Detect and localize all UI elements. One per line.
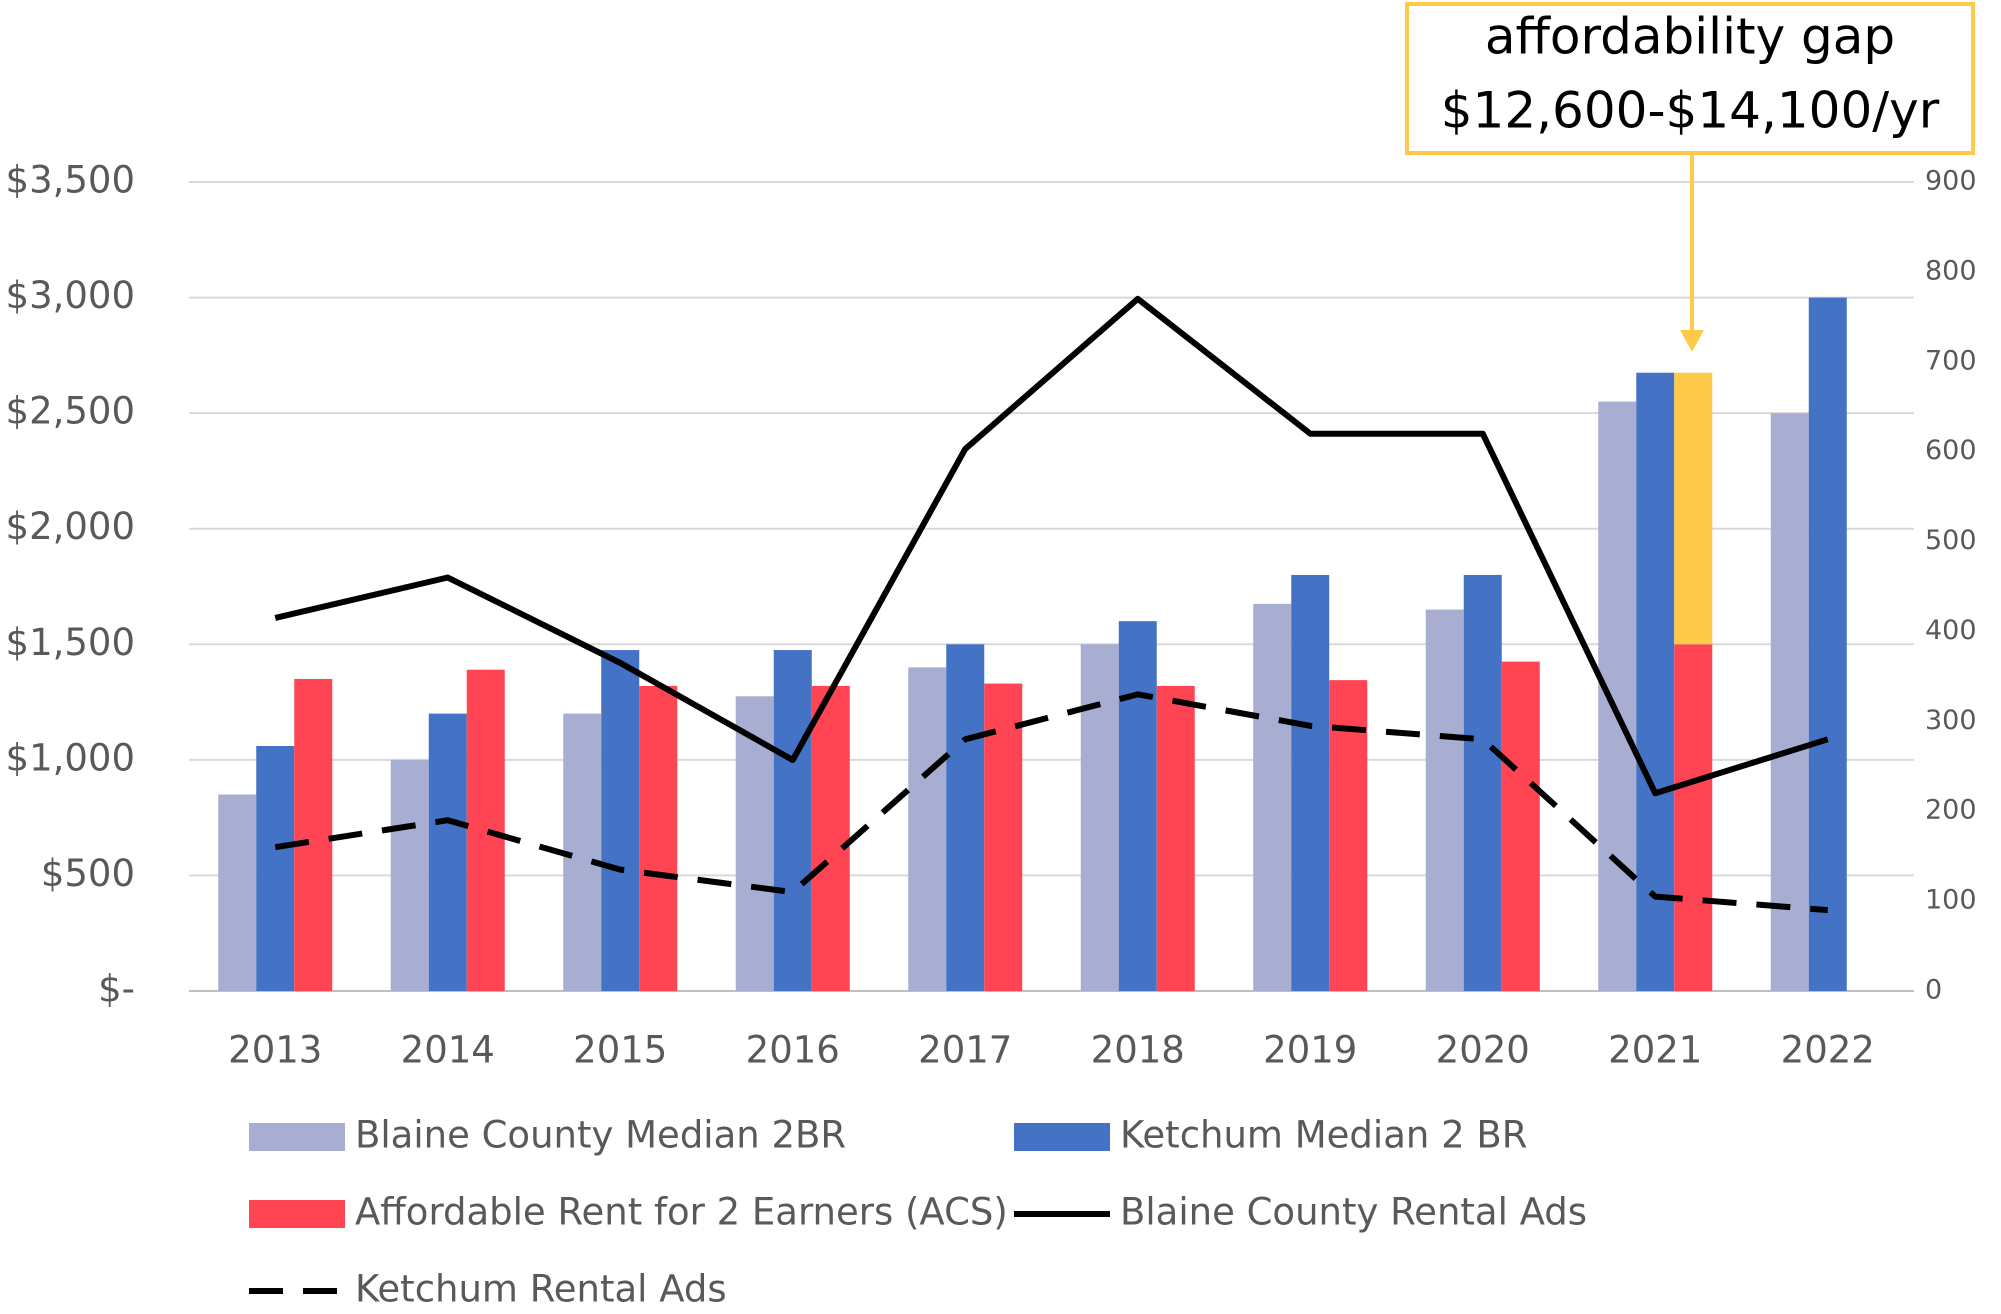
legend-label: Ketchum Rental Ads xyxy=(355,1268,727,1311)
bar xyxy=(1118,621,1157,991)
bar xyxy=(1156,685,1195,991)
bar xyxy=(1770,413,1809,992)
annotation-text: affordability gap xyxy=(1485,8,1895,66)
gap-bar xyxy=(1674,372,1713,645)
bar xyxy=(1674,644,1713,991)
legend-label: Ketchum Median 2 BR xyxy=(1120,1114,1527,1157)
y-tick-label: $3,500 xyxy=(6,159,135,202)
y2-tick-label: 400 xyxy=(1925,615,1977,646)
y-tick-label: $2,000 xyxy=(6,505,135,548)
legend-label: Blaine County Rental Ads xyxy=(1120,1191,1587,1234)
bar xyxy=(1598,401,1637,992)
line xyxy=(274,295,1829,797)
line xyxy=(274,691,1828,914)
x-tick-label: 2020 xyxy=(1436,1029,1530,1072)
bar xyxy=(1463,574,1502,991)
bar xyxy=(428,713,467,991)
bar xyxy=(218,794,257,991)
bar xyxy=(1425,609,1464,991)
bar xyxy=(294,678,333,991)
bar xyxy=(1501,661,1540,991)
x-tick-label: 2022 xyxy=(1781,1029,1875,1072)
bar xyxy=(256,745,295,991)
x-tick-label: 2019 xyxy=(1263,1029,1357,1072)
legend-label: Blaine County Median 2BR xyxy=(355,1114,846,1157)
y-tick-label: $2,500 xyxy=(6,390,135,433)
bar xyxy=(773,650,812,991)
x-tick-label: 2021 xyxy=(1608,1029,1702,1072)
y-tick-label: $1,000 xyxy=(6,736,135,779)
legend-label: Affordable Rent for 2 Earners (ACS) xyxy=(355,1191,1008,1234)
x-tick-label: 2015 xyxy=(573,1029,667,1072)
x-tick-label: 2013 xyxy=(228,1029,322,1072)
bar xyxy=(1253,603,1292,991)
bar xyxy=(1291,574,1330,991)
y2-tick-label: 300 xyxy=(1925,705,1977,736)
legend-swatch xyxy=(249,1200,345,1228)
annotation-box xyxy=(1405,2,1975,155)
annotation-text: $12,600-$14,100/yr xyxy=(1441,82,1940,140)
y2-tick-label: 800 xyxy=(1925,255,1977,286)
y-tick-label: $- xyxy=(98,968,135,1011)
y2-tick-label: 700 xyxy=(1925,345,1977,376)
y2-tick-label: 0 xyxy=(1925,975,1942,1006)
bar xyxy=(908,667,947,991)
y2-tick-label: 100 xyxy=(1925,885,1977,916)
y2-tick-label: 500 xyxy=(1925,525,1977,556)
bar xyxy=(1080,644,1119,991)
x-tick-label: 2018 xyxy=(1091,1029,1185,1072)
bar xyxy=(390,759,429,991)
bar xyxy=(1808,297,1847,992)
bar xyxy=(601,650,640,991)
legend-swatch xyxy=(249,1123,345,1151)
bar xyxy=(811,685,850,991)
legend-swatch xyxy=(1014,1123,1110,1151)
y2-tick-label: 900 xyxy=(1925,166,1977,197)
y2-tick-label: 600 xyxy=(1925,435,1977,466)
annotation-arrowhead xyxy=(1680,330,1704,352)
bar xyxy=(639,685,678,991)
bar xyxy=(466,669,505,991)
y-tick-label: $1,500 xyxy=(6,621,135,664)
x-tick-label: 2016 xyxy=(746,1029,840,1072)
bar xyxy=(984,683,1023,991)
x-tick-label: 2017 xyxy=(918,1029,1012,1072)
y-tick-label: $3,000 xyxy=(6,274,135,317)
y-tick-label: $500 xyxy=(41,852,135,895)
bar xyxy=(1636,372,1675,991)
bar xyxy=(946,644,985,991)
x-tick-label: 2014 xyxy=(401,1029,495,1072)
y2-tick-label: 200 xyxy=(1925,795,1977,826)
